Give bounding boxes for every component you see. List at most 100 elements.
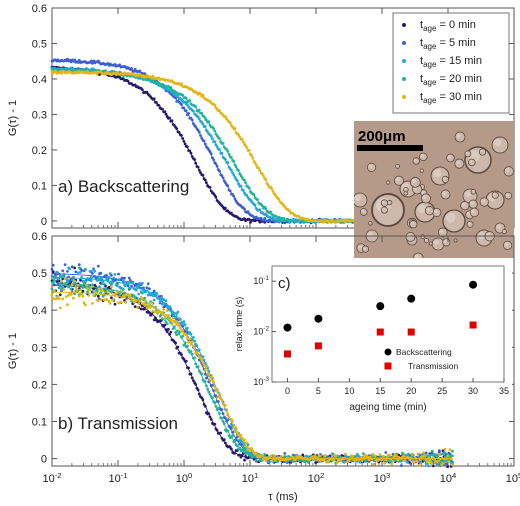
y-tick-label: 0.2 — [32, 145, 47, 157]
data-point — [82, 301, 86, 305]
data-point — [115, 290, 119, 293]
fit-line — [52, 291, 453, 460]
data-point — [70, 265, 74, 269]
panel-a-label: a) Backscattering — [58, 177, 189, 196]
data-point — [430, 449, 434, 453]
data-point — [272, 454, 276, 458]
data-point — [403, 459, 407, 463]
data-point — [224, 404, 227, 407]
data-point — [269, 454, 272, 458]
data-point — [131, 281, 135, 284]
panel-c-y-axis: 10-3 10-2 10-1 — [253, 275, 276, 387]
data-point — [436, 459, 440, 463]
data-point — [117, 278, 120, 282]
data-point — [276, 460, 280, 463]
data-point — [127, 287, 131, 290]
data-point — [447, 460, 451, 463]
data-point — [245, 441, 249, 445]
data-point — [61, 269, 65, 273]
data-point — [244, 447, 248, 451]
data-point — [405, 460, 409, 464]
data-point — [98, 287, 101, 291]
data-point — [121, 288, 125, 291]
data-point — [137, 292, 141, 296]
droplet-highlight — [382, 207, 385, 211]
data-point — [167, 327, 170, 331]
data-point — [110, 285, 113, 289]
data-point — [243, 438, 246, 442]
data-point — [76, 271, 80, 275]
data-point — [91, 283, 94, 287]
data-point — [74, 270, 78, 274]
data-point — [108, 281, 112, 285]
data-point — [88, 270, 92, 273]
y-tick-label: 0.5 — [32, 38, 47, 50]
droplet-highlight — [363, 246, 366, 250]
data-point — [138, 69, 142, 73]
droplet-highlight — [505, 193, 509, 197]
x-tick-label: 10-1 — [108, 471, 127, 485]
droplet-highlight — [388, 200, 391, 203]
data-point — [74, 286, 78, 289]
data-point — [426, 460, 429, 464]
panel-b-frame — [51, 235, 515, 467]
data-point — [113, 302, 117, 306]
panel-b-x-axis: 10-210-1100101102103104105 — [42, 236, 520, 485]
droplet-highlight — [447, 155, 452, 159]
droplet-highlight — [433, 239, 439, 245]
data-point — [146, 282, 150, 286]
data-point — [162, 298, 166, 301]
x-tick-label: 15 — [375, 386, 385, 396]
data-point — [91, 272, 94, 275]
data-point — [66, 281, 69, 284]
data-point — [451, 463, 454, 467]
data-point — [126, 293, 130, 297]
data-point — [355, 452, 359, 456]
data-point — [79, 278, 82, 282]
data-point — [50, 293, 54, 297]
data-point — [151, 309, 155, 313]
droplet-highlight — [455, 160, 460, 165]
data-point-transmission — [283, 350, 291, 358]
panel-a-data-points — [50, 57, 395, 225]
data-point — [96, 277, 100, 281]
data-point — [171, 316, 175, 320]
data-point — [428, 453, 432, 457]
data-point — [66, 303, 69, 307]
panel-b-transmission: 00.10.20.30.40.50.6 10-2 10-1 100 101 102 103… — [7, 231, 520, 503]
data-point — [70, 283, 74, 287]
data-point-backscattering — [314, 314, 323, 323]
data-point — [56, 271, 60, 275]
data-point — [164, 299, 168, 303]
data-point — [161, 302, 164, 306]
data-point — [120, 276, 124, 280]
panel-c-legend: Backscattering Transmission — [384, 347, 458, 371]
droplet-highlight — [456, 133, 461, 138]
data-point — [87, 294, 91, 297]
data-point — [102, 282, 106, 286]
data-point — [64, 295, 68, 298]
series — [50, 277, 454, 467]
droplet-highlight — [414, 254, 419, 258]
x-tick-label: 0 — [285, 386, 290, 396]
data-point — [353, 455, 357, 458]
legend-entry: tage = 30 min — [420, 91, 482, 105]
data-point — [446, 454, 449, 458]
data-point — [162, 307, 166, 311]
panel-a-y-axis: 0 0.1 0.2 0.3 0.4 0.5 0.6 — [32, 3, 514, 228]
panel-c-data-points — [283, 280, 478, 358]
data-point — [72, 296, 75, 300]
data-point — [441, 452, 445, 456]
data-point — [279, 454, 283, 458]
data-point — [138, 282, 142, 285]
data-point — [77, 294, 81, 298]
data-point — [344, 452, 347, 456]
data-point — [391, 460, 395, 463]
x-tick-label: 101 — [242, 471, 259, 485]
y-tick-label: 0.4 — [32, 305, 47, 317]
data-point — [88, 288, 92, 292]
data-point — [312, 458, 315, 462]
data-point — [108, 272, 112, 276]
data-point — [133, 305, 137, 308]
data-point — [95, 72, 99, 76]
